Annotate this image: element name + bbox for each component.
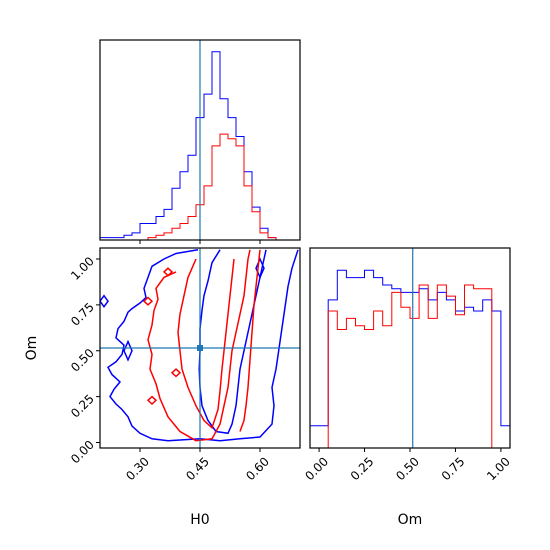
red-contour bbox=[177, 258, 235, 430]
blue-contour-island bbox=[255, 257, 265, 280]
red-contour bbox=[239, 249, 261, 432]
red-contour bbox=[147, 249, 251, 442]
red-contour-island bbox=[146, 395, 158, 406]
red-contour-island bbox=[170, 368, 182, 378]
y-axis-label-om: Om bbox=[24, 336, 40, 361]
blue-contour bbox=[107, 249, 299, 442]
om-histogram-red bbox=[310, 284, 510, 449]
red-contour-island bbox=[142, 296, 154, 306]
x-axis-label-om: Om bbox=[398, 512, 423, 528]
blue-contour-island bbox=[100, 294, 109, 308]
blue-contour bbox=[198, 249, 267, 435]
x-axis-label-h0: H0 bbox=[190, 512, 209, 528]
truth-marker bbox=[197, 345, 203, 351]
histogram-h0-panel bbox=[99, 39, 301, 244]
red-contour-island bbox=[162, 267, 174, 277]
h0-histogram-red bbox=[100, 133, 284, 241]
